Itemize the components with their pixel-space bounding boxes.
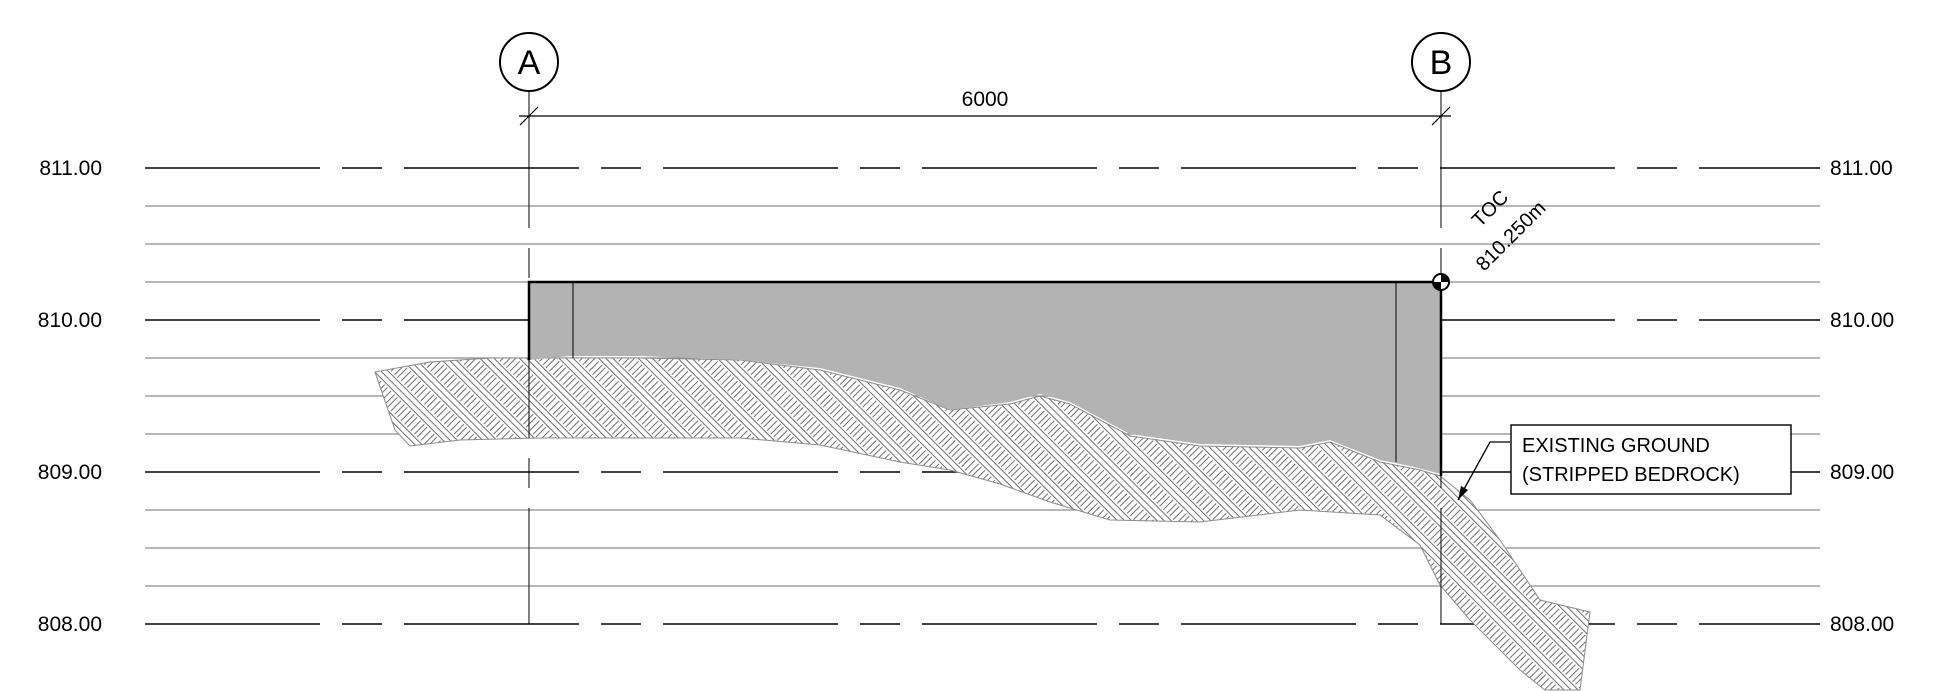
- dimension-line: [519, 106, 1451, 126]
- grid-bubble-b: [1411, 32, 1471, 92]
- note-line-1: EXISTING GROUND: [1522, 435, 1710, 457]
- level-label-811-right: 811.00: [1830, 157, 1893, 180]
- leader-arrowhead: [1458, 486, 1468, 500]
- note-leader: [1457, 441, 1510, 501]
- note-line-2: (STRIPPED BEDROCK): [1522, 464, 1740, 486]
- level-label-810-right: 810.00: [1830, 309, 1894, 332]
- grid-bubble-a: [499, 32, 559, 92]
- dimension-value: 6000: [962, 88, 1009, 111]
- toc-marker: [1432, 273, 1450, 291]
- grid-label-b: B: [1430, 44, 1453, 82]
- level-label-808-left: 808.00: [38, 613, 102, 636]
- level-label-810-left: 810.00: [38, 309, 102, 332]
- level-label-808-right: 808.00: [1830, 613, 1894, 636]
- level-label-809-right: 809.00: [1830, 461, 1894, 484]
- note-box: [1510, 424, 1792, 495]
- concrete-wall: [529, 282, 1441, 474]
- level-label-809-left: 809.00: [38, 461, 102, 484]
- grid-label-a: A: [518, 44, 541, 82]
- level-label-811-left: 811.00: [39, 157, 102, 180]
- existing-ground-hatch: [374, 357, 1591, 691]
